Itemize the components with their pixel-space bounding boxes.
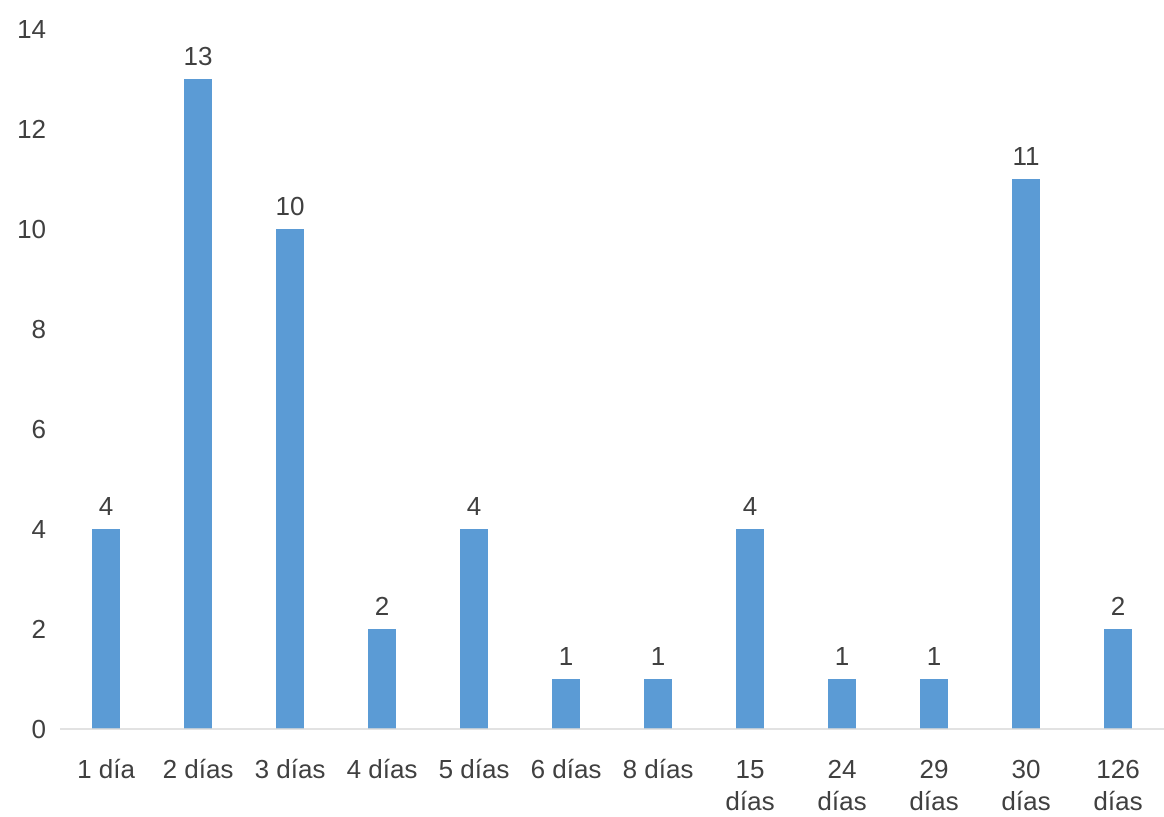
data-label: 1 [651, 641, 665, 671]
bar [276, 229, 304, 729]
x-tick-label-line: 29 [920, 754, 949, 784]
y-tick-label: 14 [17, 14, 46, 44]
x-tick-label-line: 126 [1096, 754, 1139, 784]
bar [920, 679, 948, 729]
bar [368, 629, 396, 729]
x-tick-label-line: días [909, 786, 958, 816]
x-tick-label: 6 días [531, 754, 602, 784]
bar [644, 679, 672, 729]
x-tick-label-line: 30 [1012, 754, 1041, 784]
data-label: 11 [1013, 141, 1040, 171]
y-tick-label: 2 [32, 614, 46, 644]
data-label: 1 [835, 641, 849, 671]
x-tick-label-line: 2 días [163, 754, 234, 784]
y-tick-label: 8 [32, 314, 46, 344]
x-tick-label: 30 días [1001, 754, 1050, 816]
x-tick-label-line: 1 día [77, 754, 135, 784]
x-tick-label-line: 15 [736, 754, 765, 784]
bars [92, 79, 1132, 729]
x-tick-label: 3 días [255, 754, 326, 784]
x-tick-label: 15 días [725, 754, 774, 816]
x-tick-label-line: 3 días [255, 754, 326, 784]
x-tick-label: 8 días [623, 754, 694, 784]
bar [828, 679, 856, 729]
x-tick-label: 5 días [439, 754, 510, 784]
bar [1012, 179, 1040, 729]
y-tick-label: 12 [17, 114, 46, 144]
x-axis-labels: 1 día 2 días 3 días 4 días 5 días 6 días 8 día… [77, 754, 1142, 816]
bar [736, 529, 764, 729]
y-tick-label: 0 [32, 714, 46, 744]
data-label: 1 [559, 641, 573, 671]
x-tick-label-line: 4 días [347, 754, 418, 784]
bar [92, 529, 120, 729]
bar [460, 529, 488, 729]
x-tick-label: 24 días [817, 754, 866, 816]
data-label: 4 [99, 491, 113, 521]
x-tick-label-line: 8 días [623, 754, 694, 784]
y-axis: 0 2 4 6 8 10 12 14 [17, 14, 46, 744]
y-tick-label: 4 [32, 514, 46, 544]
data-label: 4 [467, 491, 481, 521]
x-tick-label-line: días [1093, 786, 1142, 816]
x-tick-label: 126 días [1093, 754, 1142, 816]
x-tick-label-line: días [1001, 786, 1050, 816]
data-label: 2 [375, 591, 389, 621]
x-tick-label: 2 días [163, 754, 234, 784]
x-tick-label-line: días [725, 786, 774, 816]
data-label: 1 [927, 641, 941, 671]
data-label: 13 [184, 41, 213, 71]
y-tick-label: 6 [32, 414, 46, 444]
bar [1104, 629, 1132, 729]
x-tick-label-line: 5 días [439, 754, 510, 784]
bar [184, 79, 212, 729]
bar [552, 679, 580, 729]
x-tick-label: 29 días [909, 754, 958, 816]
x-tick-label-line: días [817, 786, 866, 816]
x-tick-label: 4 días [347, 754, 418, 784]
x-tick-label: 1 día [77, 754, 135, 784]
data-label: 10 [276, 191, 305, 221]
x-tick-label-line: 6 días [531, 754, 602, 784]
data-label: 4 [743, 491, 757, 521]
data-label: 2 [1111, 591, 1125, 621]
x-tick-label-line: 24 [828, 754, 857, 784]
y-tick-label: 10 [17, 214, 46, 244]
